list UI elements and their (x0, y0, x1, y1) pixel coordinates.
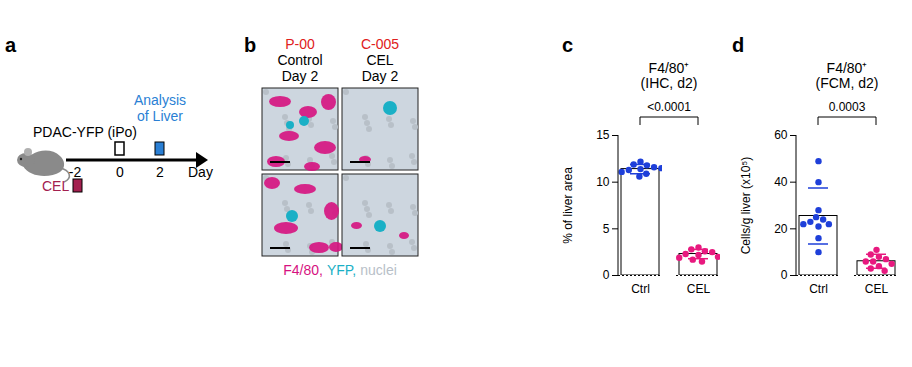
svg-text:CEL: CEL (865, 282, 889, 296)
html-text:Day 2: Day 2 (281, 68, 319, 84)
html-text:PDAC-YFP (iPo): PDAC-YFP (iPo) (33, 124, 137, 140)
html-text:F4/80⁺: F4/80⁺ (826, 60, 868, 76)
html-text:Control: Control (277, 52, 323, 68)
html-text:c: c (562, 34, 574, 56)
svg-text:5: 5 (603, 222, 610, 236)
svg-text:60: 60 (774, 128, 788, 142)
svg-text:0: 0 (781, 268, 788, 282)
html-text:CEL: CEL (42, 178, 70, 194)
svg-text:Ctrl: Ctrl (631, 282, 650, 296)
html-text:Analysis: Analysis (133, 92, 187, 108)
html-text:(IHC, d2): (IHC, d2) (640, 75, 698, 91)
html-text:a: a (5, 34, 17, 56)
svg-text:15: 15 (596, 128, 610, 142)
svg-text:<0.0001: <0.0001 (647, 100, 691, 114)
html-text:Day: Day (188, 164, 213, 180)
svg-text:% of liver area: % of liver area (561, 167, 575, 244)
html-text:C-005: C-005 (360, 36, 400, 52)
svg-text:CEL: CEL (687, 282, 711, 296)
html-text:0: 0 (116, 164, 124, 180)
svg-text:0.0003: 0.0003 (829, 100, 866, 114)
html-text:-2: -2 (68, 164, 82, 180)
html-text:F4/80, YFP, nuclei: F4/80, YFP, nuclei (283, 262, 397, 278)
html-text:P-00: P-00 (285, 36, 315, 52)
svg-text:20: 20 (774, 222, 788, 236)
html-text:F4/80⁺: F4/80⁺ (648, 60, 690, 76)
html-text:Day 2: Day 2 (361, 68, 399, 84)
svg-text:40: 40 (774, 175, 788, 189)
svg-text:Ctrl: Ctrl (809, 282, 828, 296)
svg-text:0: 0 (603, 268, 610, 282)
html-text:(FCM, d2): (FCM, d2) (815, 75, 879, 91)
html-text:of Liver: of Liver (137, 108, 183, 124)
html-text:d: d (732, 34, 745, 56)
html-text:CEL: CEL (366, 52, 394, 68)
svg-text:Cells/g liver (x10⁵): Cells/g liver (x10⁵) (739, 157, 753, 255)
html-text:2: 2 (156, 164, 164, 180)
html-text:b: b (244, 34, 257, 56)
svg-text:10: 10 (596, 175, 610, 189)
